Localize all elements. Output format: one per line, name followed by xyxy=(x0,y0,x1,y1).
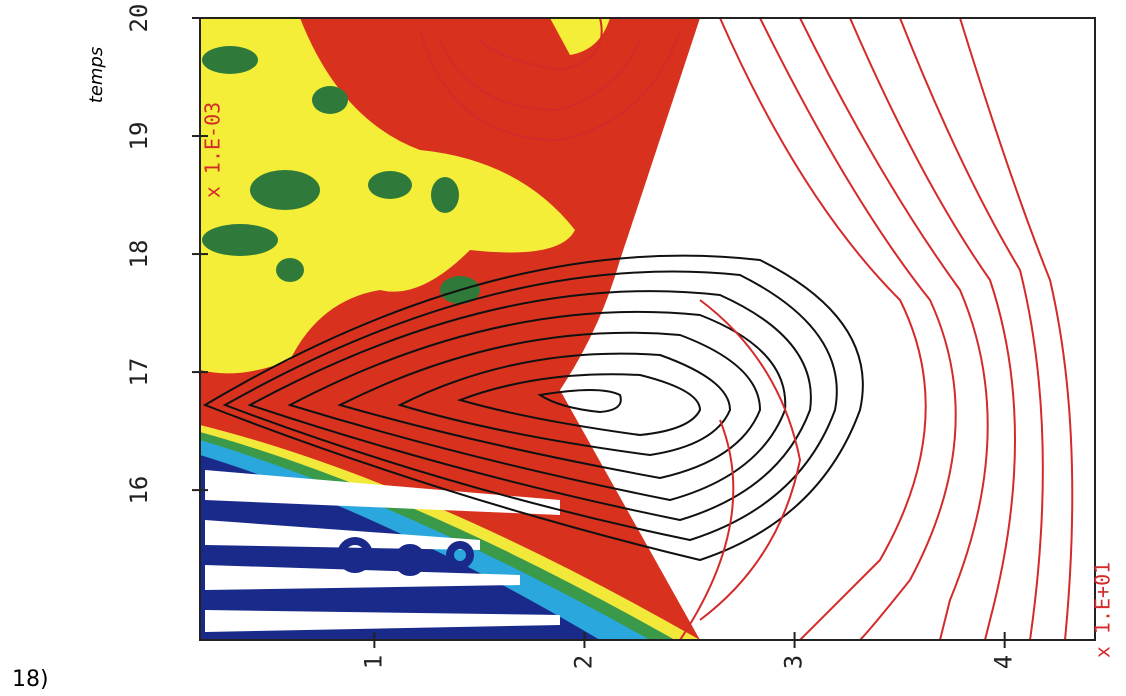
x-tick-label: 2 xyxy=(569,655,597,669)
contour-field xyxy=(200,18,1074,640)
y-axis-label: temps xyxy=(86,47,107,103)
x-tick-label: 1 xyxy=(359,655,387,669)
y-tick-label: 17 xyxy=(125,358,153,387)
x-tick-label: 4 xyxy=(990,655,1018,669)
x-tick-label: 3 xyxy=(780,655,808,669)
y-tick-label: 18 xyxy=(125,240,153,269)
x-multiplier: x 1.E+01 xyxy=(1091,562,1115,658)
y-tick-label: 16 xyxy=(125,476,153,505)
y-tick-label: 20 xyxy=(125,4,153,33)
y-tick-label: 19 xyxy=(125,122,153,151)
figure-label: 18) xyxy=(12,667,49,692)
plot-frame xyxy=(199,17,1096,641)
y-multiplier: x 1.E-03 xyxy=(201,102,225,198)
